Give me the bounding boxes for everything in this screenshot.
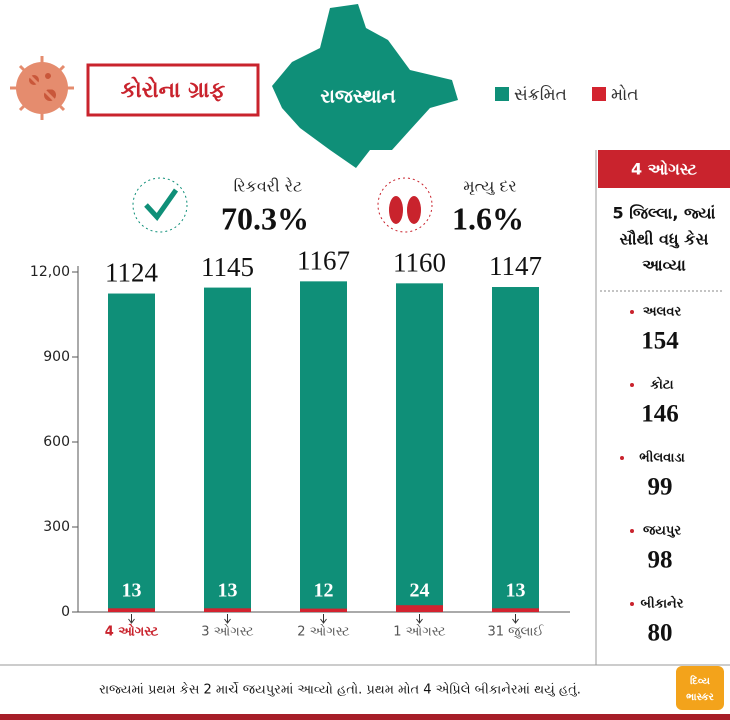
sidebar-header [598,150,730,188]
district-value: 146 [641,401,679,428]
logo-text: ભાસ્કર [686,692,714,703]
check-icon [144,188,179,221]
legend-swatch [592,87,606,101]
legend-swatch [495,87,509,101]
district-name: જયપુર [643,524,681,539]
district-value: 99 [648,474,673,501]
sidebar-heading: આવ્યા [642,256,686,275]
y-tick-label: 600 [43,434,70,450]
district-value: 80 [648,620,673,647]
bar-infected [492,287,539,612]
district-name: બીકાનેર [641,594,684,611]
y-tick-label: 300 [43,519,70,535]
bar-deaths [396,605,443,612]
map-label: રાજસ્થાન [320,86,395,108]
bar-infected [108,293,155,612]
value-label: 1124 [105,258,158,288]
district-name: અલવર [643,305,682,320]
y-tick-label: 12,00 [30,264,70,280]
bar-deaths [204,608,251,612]
legend: સંક્રમિત મોત [495,84,639,105]
feet-icon [389,196,421,224]
x-tick-label: 3 ઓગસ્ટ [201,624,254,640]
death-label: 12 [314,580,334,602]
x-arrow [128,614,135,624]
virus-icon [10,56,74,120]
district-bullet [630,602,634,606]
bar-deaths [300,608,347,612]
stat-label: રિકવરી રેટ [234,176,303,195]
district-bullet [630,310,634,314]
district-name: ભીલવાડા [639,449,685,466]
logo [676,666,724,710]
footer-note: રાજ્યમાં પ્રથમ કેસ 2 માર્ચે જયપુરમાં આવ્… [99,681,581,697]
check-circle [132,177,188,233]
district-name: કોટા [650,376,673,393]
feet-circle [377,177,433,233]
death-label: 13 [122,580,142,602]
x-arrow [512,614,519,624]
sidebar-heading: 5 જિલ્લા, જ્યાં [613,204,716,223]
x-tick-label: 4 ઓગસ્ટ [105,623,159,640]
district-bullet [630,529,634,533]
district-list: અલવર 154 કોટા 146 ભીલવાડા 99 જયપુર 98 બીકાનેર 80 [620,305,685,647]
district-bullet [630,383,634,387]
x-arrow [224,614,231,624]
death-label: 24 [410,580,430,602]
x-tick-label: 1 ઓગસ્ટ [393,624,446,640]
title-box [86,63,260,117]
logo-text: દિવ્ય [690,674,711,687]
stat-value: 1.6% [452,200,524,236]
value-label: 1147 [489,251,542,281]
value-label: 1167 [297,246,350,276]
legend-label: મોત [611,84,639,105]
value-label: 1160 [393,248,446,278]
district-value: 98 [648,547,673,574]
x-tick-label: 2 ઓગસ્ટ [297,624,350,640]
bar-deaths [108,608,155,612]
district-value: 154 [641,328,679,355]
stat-label: મૃત્યુ દર [463,177,516,196]
district-bullet [620,456,624,460]
bar-infected [396,283,443,612]
sidebar-date: 4 ઓગસ્ટ [631,159,698,179]
x-arrow [320,614,327,624]
map [272,4,458,168]
legend-label: સંક્રમિત [514,85,567,105]
bar-infected [204,287,251,612]
value-label: 1145 [201,252,254,282]
y-tick-label: 0 [61,604,70,620]
bar-infected [300,281,347,612]
death-label: 13 [506,580,526,602]
y-tick-label: 900 [43,349,70,365]
title: કોરોના ગ્રાફ [121,76,226,103]
x-arrow [416,614,423,624]
death-label: 13 [218,580,238,602]
footer-bar [0,714,730,720]
stat-value: 70.3% [221,200,309,236]
bar-deaths [492,608,539,612]
chart: 0 300 600 900 12,00 1124 13 4 ઓગસ્ટ 1145 13 3 ઓગસ્… [30,246,570,640]
sidebar-heading: સૌથી વધુ કેસ [620,228,709,249]
x-tick-label: 31 જુલાઈ [487,624,544,640]
